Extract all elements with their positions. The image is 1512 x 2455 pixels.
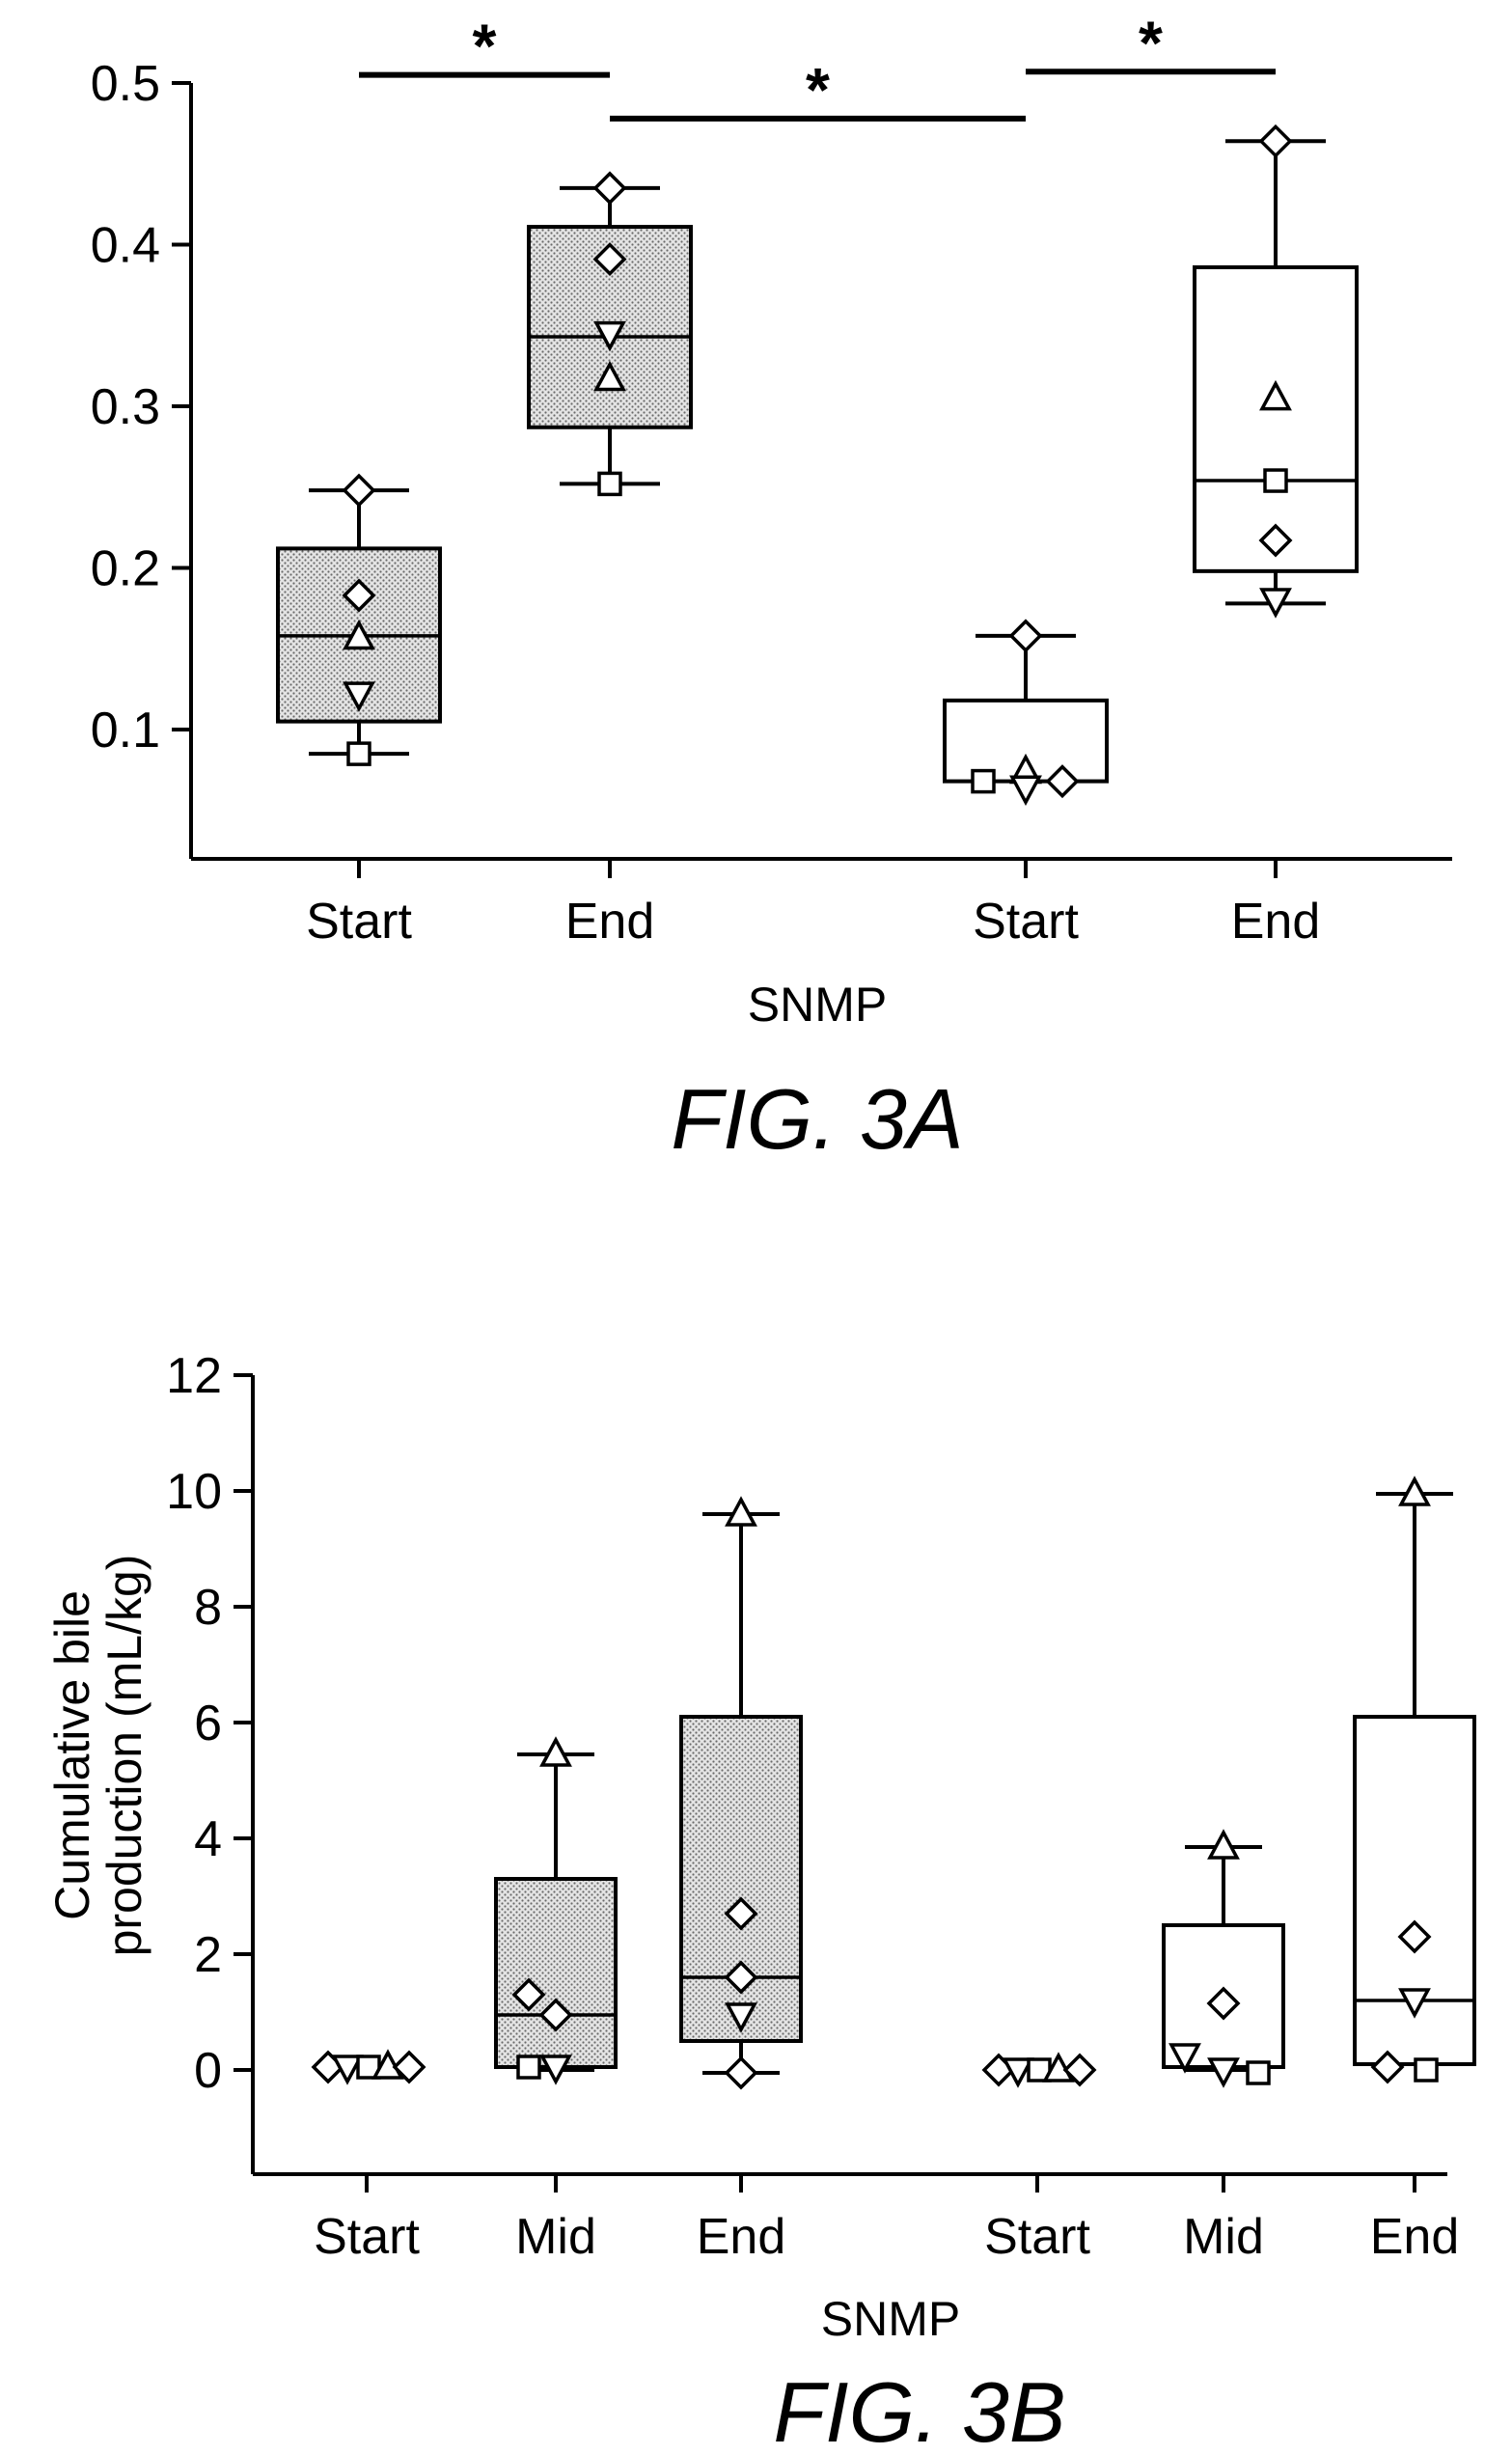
point-diamond [724,2055,758,2090]
y-tick-label: 0.2 [91,541,160,597]
iqr-box [494,1877,618,2069]
point-diamond [392,2050,426,2084]
figure-caption: FIG. 3A [671,1071,963,1167]
point-diamond [1045,764,1080,799]
point-diamond [1370,2050,1405,2084]
point-triangle-down [539,2055,572,2085]
point-triangle-down [1398,1988,1431,2019]
y-axis-title-line: production (mL/kg) [97,1555,151,1957]
point-square [597,471,622,497]
x-category-label: Start [306,894,412,950]
point-square [1246,2060,1271,2085]
point-triangle-down [1259,588,1292,619]
x-axis-title: SNMP [748,978,887,1032]
y-tick-label: 2 [194,1927,222,1983]
y-tick-label: 4 [194,1811,222,1867]
point-diamond [1206,1986,1241,2021]
point-triangle-down [343,681,375,712]
y-tick-label: 0.4 [91,218,160,274]
x-category-label: Mid [1183,2209,1264,2265]
y-tick-label: 0.3 [91,379,160,435]
x-category-label: Mid [515,2209,596,2265]
y-tick-label: 0.1 [91,703,160,759]
point-square [1263,468,1288,493]
point-square [346,741,371,766]
point-triangle-down [331,2055,364,2085]
significance-star: * [1139,8,1163,77]
point-diamond [1008,619,1043,653]
point-triangle-up [1259,379,1292,411]
point-triangle-down [1002,2057,1034,2088]
y-tick-label: 0.5 [91,56,160,112]
y-axis-title-line: Cumulative bile [45,1590,99,1920]
point-triangle-up [1398,1476,1431,1506]
point-triangle-up [1207,1829,1240,1860]
box-group: End [679,1496,803,2265]
point-diamond [724,1896,758,1931]
iqr-box [1193,264,1359,573]
significance-star: * [806,55,830,124]
point-diamond [342,473,376,508]
x-category-label: End [1231,894,1321,950]
point-triangle-down [1009,775,1042,806]
point-diamond [1397,1919,1432,1954]
box-group: Mid [1162,1829,1285,2265]
box-group: Start [311,2049,426,2265]
box-group: Start [981,2052,1097,2265]
y-tick-label: 6 [194,1696,222,1752]
y-tick-label: 0 [194,2043,222,2099]
y-tick-label: 10 [166,1464,222,1520]
point-square [971,768,996,794]
point-square [516,2055,541,2080]
significance-star: * [473,12,497,81]
point-diamond [1258,124,1293,158]
point-diamond [1258,523,1293,558]
x-axis-title: SNMP [821,2292,960,2346]
x-category-label: End [1370,2209,1460,2265]
box-group: Start [943,619,1109,950]
point-triangle-up [343,619,375,650]
chart-fig-3b: 0 2 4 6 8 10 12 Cumulative bileproduction (mL/k… [45,1348,1476,2455]
box-group: Mid [494,1736,618,2265]
point-triangle-down [725,2002,757,2033]
box-group: End [527,171,693,950]
point-diamond [724,1960,758,1995]
point-diamond [592,242,627,277]
point-triangle-up [593,360,626,392]
point-triangle-down [1168,2043,1201,2074]
point-triangle-up [539,1736,572,1767]
point-square [1414,2057,1439,2083]
x-category-label: End [697,2209,786,2265]
point-triangle-down [1207,2057,1240,2088]
point-diamond [1062,2053,1097,2087]
box-group: End [1193,124,1359,950]
box-group: End [1353,1476,1476,2265]
x-category-label: Start [314,2209,420,2265]
point-triangle-down [593,320,626,352]
box-group: Start [276,473,442,950]
figure-caption: FIG. 3B [773,2364,1065,2455]
point-diamond [342,578,376,613]
x-category-label: Start [984,2209,1090,2265]
point-triangle-up [725,1496,757,1527]
x-category-label: End [565,894,655,950]
y-tick-label: 8 [194,1580,222,1636]
x-category-label: Start [973,894,1079,950]
chart-fig-3a: 0.1 0.2 0.3 0.4 0.5 Start End Start End * * * SNMP FI… [91,8,1452,1167]
point-diamond [538,1998,573,2032]
point-diamond [511,1977,546,2012]
y-axis-title: Cumulative bileproduction (mL/kg) [45,1555,151,1957]
point-diamond [592,171,627,206]
y-tick-label: 12 [166,1348,222,1404]
